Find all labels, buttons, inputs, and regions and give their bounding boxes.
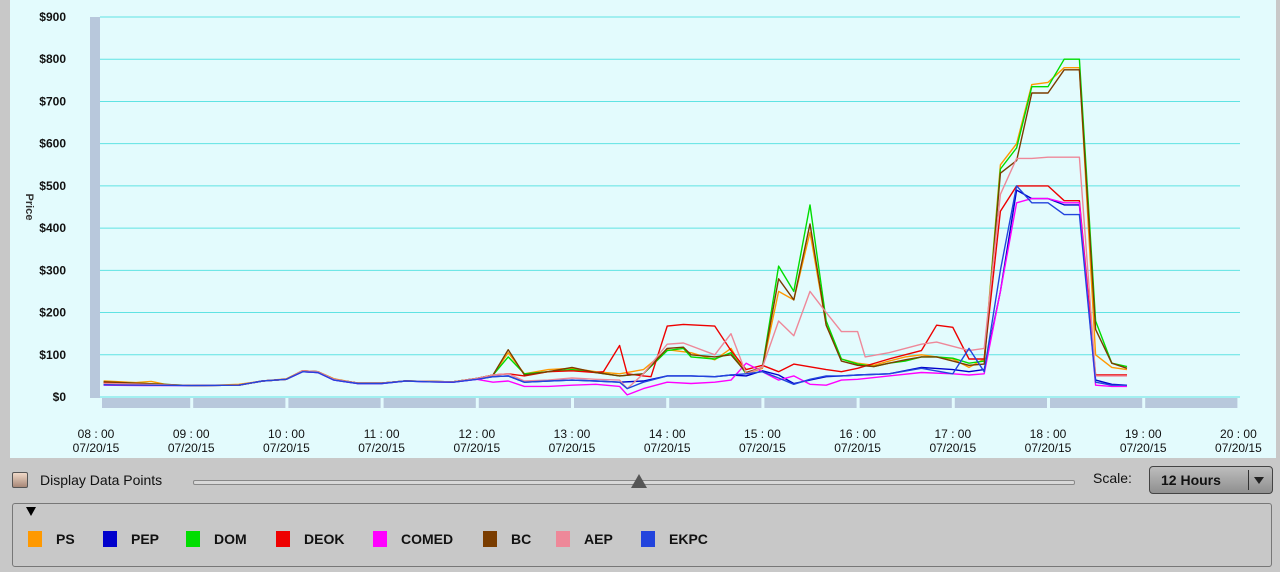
- legend-item-aep[interactable]: AEP: [556, 531, 613, 547]
- controls-bar: Display Data Points Scale: 12 Hours: [0, 458, 1280, 502]
- x-axis-segment: [669, 398, 762, 408]
- series-line-aep: [103, 156, 1127, 390]
- series-line-dom: [103, 58, 1128, 387]
- legend-label: COMED: [401, 531, 454, 547]
- x-axis-segment: [102, 398, 191, 408]
- legend-label: PS: [56, 531, 75, 547]
- x-tick-time-label: 15 : 00: [744, 427, 781, 441]
- legend-label: BC: [511, 531, 532, 547]
- x-tick-date-label: 07/20/15: [453, 441, 500, 455]
- chart-panel: $0 $100 $200 $300 $400 $500 $600 $700 $800 $900 Pr…: [10, 0, 1276, 458]
- legend-item-deok[interactable]: DEOK: [276, 531, 344, 547]
- x-axis-segment: [574, 398, 667, 408]
- scale-label: Scale:: [1093, 470, 1132, 486]
- scale-selected-value: 12 Hours: [1161, 472, 1221, 488]
- chevron-down-icon: [1254, 477, 1264, 484]
- price-chart: $0 $100 $200 $300 $400 $500 $600 $700 $800 $900 Pr…: [23, 10, 1262, 455]
- legend-item-bc[interactable]: BC: [483, 531, 531, 547]
- x-tick-date-label: 07/20/15: [929, 441, 976, 455]
- legend-swatch: [373, 531, 387, 547]
- x-tick-date-label: 07/20/15: [263, 441, 310, 455]
- legend-swatch: [641, 531, 655, 547]
- y-tick-label: $500: [39, 179, 66, 193]
- x-tick-date-label: 07/20/15: [1215, 441, 1262, 455]
- x-tick-date-label: 07/20/15: [73, 441, 120, 455]
- x-axis-segment: [1050, 398, 1143, 408]
- x-tick-date-label: 07/20/15: [739, 441, 786, 455]
- legend-label: PEP: [131, 531, 160, 547]
- y-tick-label: $900: [39, 10, 66, 24]
- legend-label: DEOK: [304, 531, 345, 547]
- x-tick-date-label: 07/20/15: [834, 441, 881, 455]
- x-tick-time-label: 16 : 00: [839, 427, 876, 441]
- series-line-ekpc: [103, 185, 1127, 390]
- legend-panel: PS PEP DOM DEOK COMED BC AEP EKPC: [12, 503, 1272, 567]
- x-tick-time-label: 20 : 00: [1220, 427, 1257, 441]
- legend-label: DOM: [214, 531, 247, 547]
- legend-item-ekpc[interactable]: EKPC: [641, 531, 708, 547]
- x-tick-date-label: 07/20/15: [358, 441, 405, 455]
- y-tick-label: $400: [39, 221, 66, 235]
- y-tick-label: $0: [53, 390, 67, 404]
- display-data-points-label: Display Data Points: [40, 472, 163, 488]
- legend-swatch: [186, 531, 200, 547]
- legend-item-pep[interactable]: PEP: [103, 531, 159, 547]
- x-axis-segment: [954, 398, 1047, 408]
- x-tick-time-label: 17 : 00: [934, 427, 971, 441]
- display-data-points-checkbox[interactable]: [12, 472, 28, 488]
- x-axis-segment: [383, 398, 476, 408]
- y-axis-label: Price: [23, 194, 35, 221]
- scale-dropdown-separator: [1248, 470, 1249, 490]
- x-tick-date-label: 07/20/15: [1120, 441, 1167, 455]
- x-axis-segment: [859, 398, 952, 408]
- x-axis-segment: [478, 398, 571, 408]
- x-tick-time-label: 10 : 00: [268, 427, 305, 441]
- legend-item-comed[interactable]: COMED: [373, 531, 453, 547]
- y-tick-label: $100: [39, 348, 66, 362]
- x-tick-date-label: 07/20/15: [644, 441, 691, 455]
- x-axis-segment: [1145, 398, 1238, 408]
- y-axis-band: [90, 17, 100, 398]
- y-tick-label: $200: [39, 306, 66, 320]
- x-axis-segment: [193, 398, 286, 408]
- legend-swatch: [103, 531, 117, 547]
- legend-swatch: [28, 531, 42, 547]
- legend-label: AEP: [584, 531, 613, 547]
- scale-dropdown[interactable]: 12 Hours: [1149, 466, 1273, 494]
- x-tick-time-label: 12 : 00: [458, 427, 495, 441]
- legend-item-ps[interactable]: PS: [28, 531, 75, 547]
- legend-label: EKPC: [669, 531, 708, 547]
- y-tick-label: $700: [39, 94, 66, 108]
- legend-collapse-icon[interactable]: [26, 507, 36, 516]
- x-tick-time-label: 08 : 00: [78, 427, 115, 441]
- legend-swatch: [556, 531, 570, 547]
- x-axis-segment: [288, 398, 381, 408]
- x-tick-date-label: 07/20/15: [549, 441, 596, 455]
- time-slider-thumb[interactable]: [631, 474, 647, 488]
- x-tick-time-label: 13 : 00: [554, 427, 591, 441]
- x-tick-time-label: 19 : 00: [1125, 427, 1162, 441]
- legend-item-dom[interactable]: DOM: [186, 531, 247, 547]
- series-line-ps: [103, 66, 1128, 387]
- legend-swatch: [483, 531, 497, 547]
- y-tick-label: $300: [39, 263, 66, 277]
- x-tick-date-label: 07/20/15: [168, 441, 215, 455]
- x-tick-date-label: 07/20/15: [1025, 441, 1072, 455]
- x-tick-time-label: 11 : 00: [364, 427, 400, 441]
- x-tick-time-label: 09 : 00: [173, 427, 210, 441]
- y-tick-label: $600: [39, 137, 66, 151]
- x-tick-time-label: 14 : 00: [649, 427, 686, 441]
- y-tick-label: $800: [39, 52, 66, 66]
- x-axis-segment: [764, 398, 857, 408]
- x-tick-time-label: 18 : 00: [1030, 427, 1067, 441]
- legend-swatch: [276, 531, 290, 547]
